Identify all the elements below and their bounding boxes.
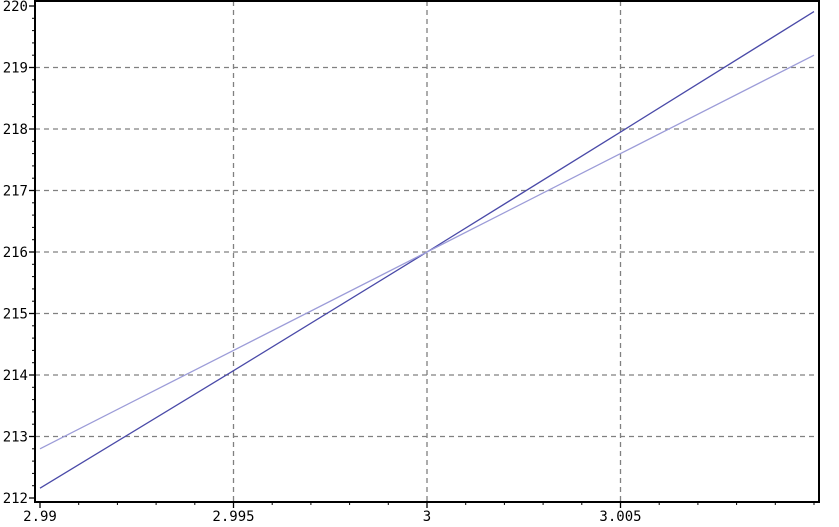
x-tick-label: 2.99	[23, 509, 57, 523]
y-tick-label: 218	[3, 122, 28, 138]
plot-frame	[34, 0, 820, 503]
y-tick-label: 214	[3, 368, 28, 384]
tick-labels: 2.99 2.995 3 3.005 212 213 214 215 216 217 218 219 2…	[3, 0, 642, 525]
y-tick-label: 217	[3, 184, 28, 200]
y-tick-label: 212	[3, 491, 28, 507]
y-tick-label: 216	[3, 245, 28, 261]
series-line-2	[39, 54, 815, 450]
y-tick-label: 220	[3, 0, 28, 15]
x-tick-label: 2.995	[212, 509, 254, 523]
x-tick-label: 3	[423, 509, 431, 523]
y-tick-label: 215	[3, 307, 28, 323]
axes	[29, 0, 820, 508]
series-group	[39, 10, 815, 489]
y-tick-label: 213	[3, 430, 28, 446]
y-tick-label: 219	[3, 61, 28, 77]
x-tick-label: 3.005	[599, 509, 641, 523]
